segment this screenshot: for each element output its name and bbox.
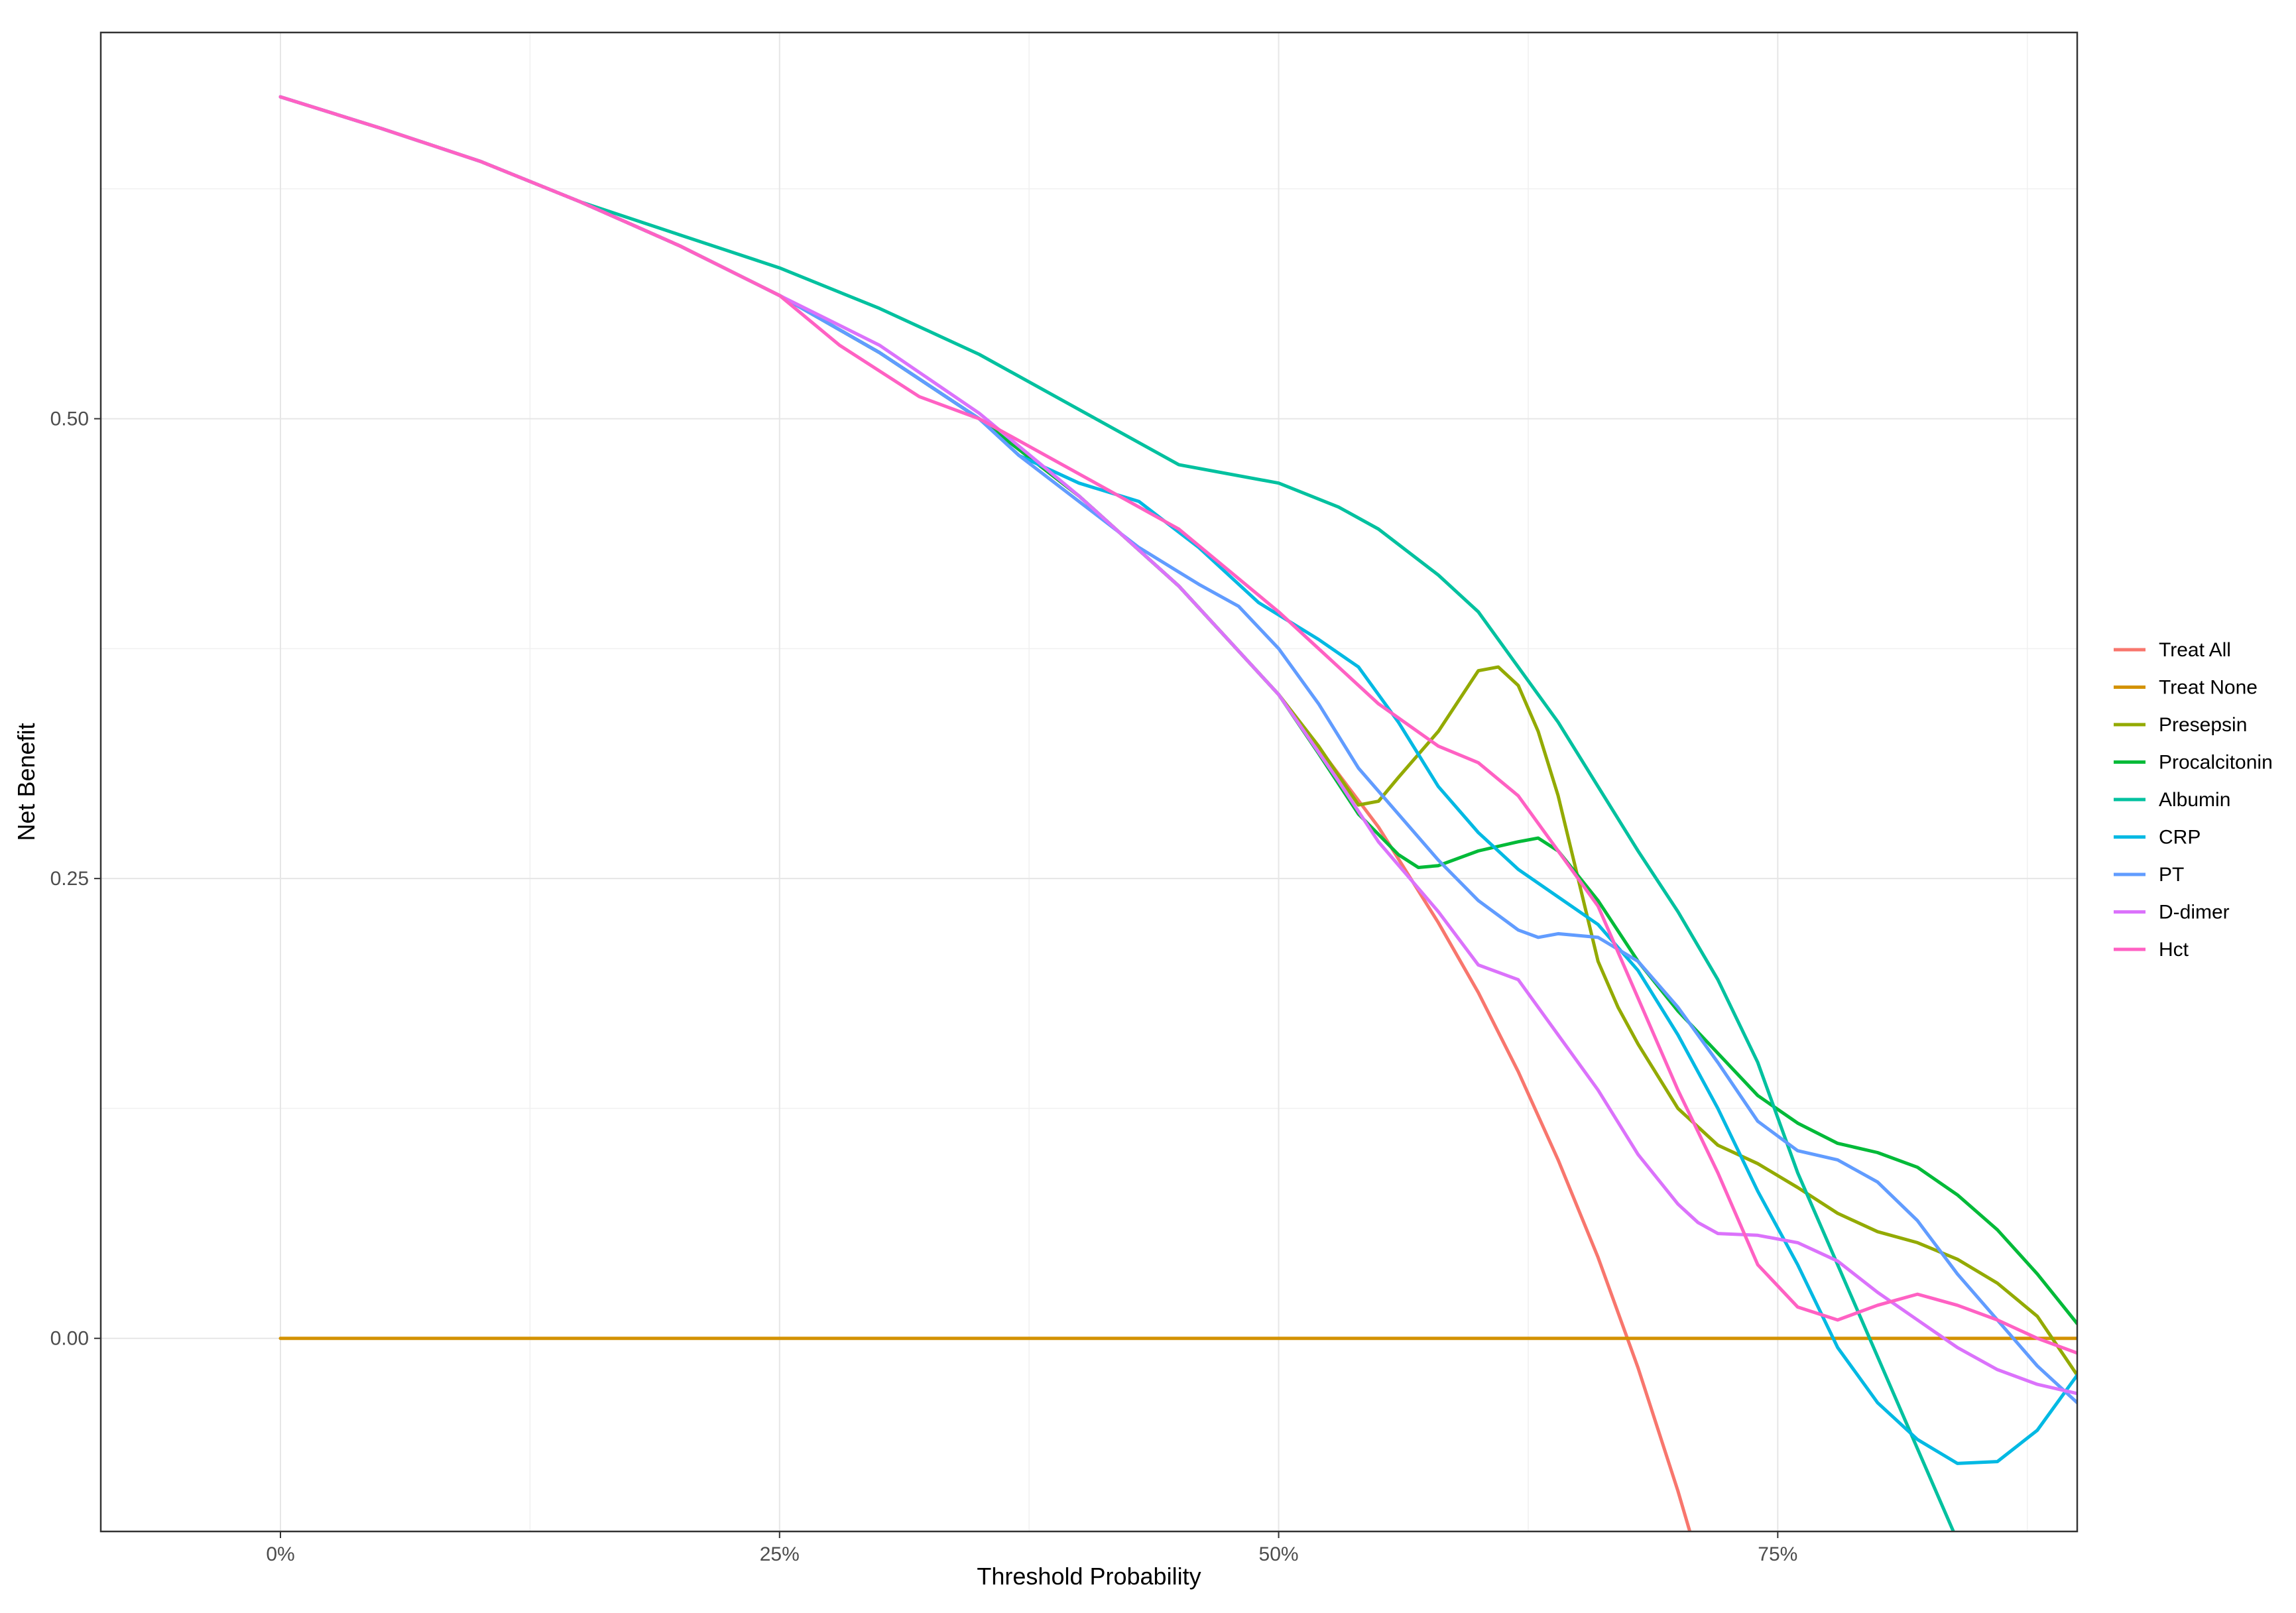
axis-ticks: 0% 25% 50% 75% 0.00 0.25 0.50 — [50, 408, 1798, 1565]
x-tick-label: 50% — [1259, 1543, 1299, 1565]
data-series — [278, 95, 2077, 1531]
x-tick-label: 75% — [1758, 1543, 1797, 1565]
legend-label-d-dimer: D-dimer — [2159, 902, 2230, 924]
y-axis-title: Net Benefit — [13, 723, 40, 841]
legend-label-hct: Hct — [2159, 939, 2189, 961]
x-tick-label: 0% — [266, 1543, 294, 1565]
y-tick-label: 0.00 — [50, 1328, 89, 1350]
series-line-albumin — [278, 95, 1955, 1531]
legend-label-treat-all: Treat All — [2159, 639, 2231, 661]
legend-label-pt: PT — [2159, 864, 2184, 886]
legend: Treat All Treat None Presepsin Procalcitoni… — [2114, 639, 2273, 961]
legend-label-treat-none: Treat None — [2159, 677, 2258, 699]
plot-panel-border — [99, 31, 2079, 1533]
x-axis-title: Threshold Probability — [977, 1563, 1201, 1590]
y-tick-label: 0.25 — [50, 868, 89, 890]
legend-label-presepsin: Presepsin — [2159, 714, 2247, 736]
series-line-pt — [278, 95, 2077, 1405]
series-line-hct — [278, 95, 2077, 1355]
x-tick-label: 25% — [760, 1543, 800, 1565]
y-tick-label: 0.50 — [50, 408, 89, 430]
legend-label-procalcitonin: Procalcitonin — [2159, 752, 2273, 774]
legend-label-crp: CRP — [2159, 827, 2201, 849]
legend-label-albumin: Albumin — [2159, 789, 2230, 811]
